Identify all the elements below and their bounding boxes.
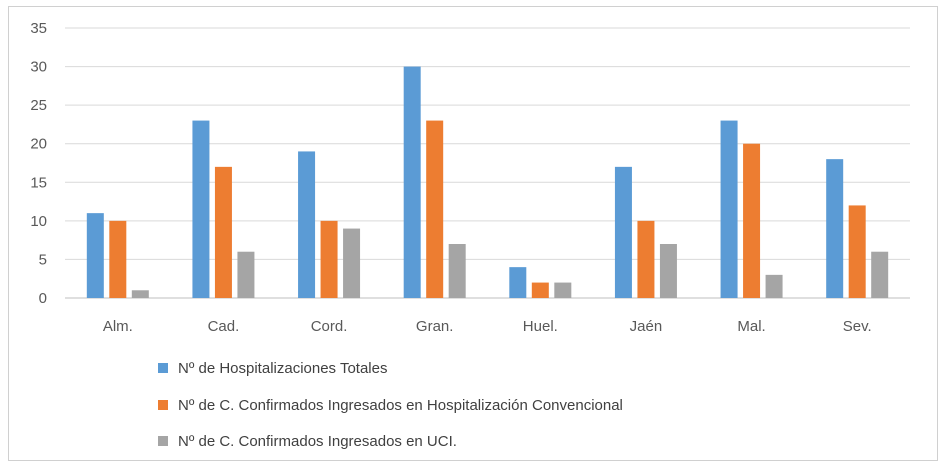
bar-gran-series-3 — [448, 244, 466, 298]
bar-alm-series-3 — [131, 290, 149, 298]
bar-cord-series-2 — [320, 220, 338, 298]
legend-label: Nº de C. Confirmados Ingresados en UCI. — [178, 433, 457, 450]
x-tick-label: Alm. — [103, 318, 133, 335]
bar-sev-series-3 — [871, 251, 889, 298]
x-tick-label: Huel. — [523, 318, 558, 335]
y-tick-label: 30 — [30, 59, 47, 76]
bar-jan-series-3 — [659, 244, 677, 298]
legend-item: Nº de C. Confirmados Ingresados en Hospi… — [158, 397, 623, 414]
x-tick-label: Sev. — [843, 318, 872, 335]
legend-swatch — [158, 363, 168, 373]
legend-item: Nº de C. Confirmados Ingresados en UCI. — [158, 433, 457, 450]
x-tick-label: Jaén — [630, 318, 663, 335]
x-tick-label: Cord. — [311, 318, 348, 335]
y-tick-label: 10 — [30, 213, 47, 230]
bar-huel-series-1 — [509, 267, 527, 298]
y-tick-label: 15 — [30, 174, 47, 191]
bar-mal-series-1 — [720, 120, 738, 298]
bars — [86, 66, 889, 298]
x-tick-label: Cad. — [208, 318, 240, 335]
legend-swatch — [158, 400, 168, 410]
legend: Nº de Hospitalizaciones Totales Nº de C. … — [158, 360, 623, 450]
bar-cord-series-3 — [343, 228, 361, 298]
y-tick-label: 35 — [30, 20, 47, 37]
bar-mal-series-2 — [743, 143, 761, 298]
bar-jan-series-1 — [614, 166, 632, 298]
bar-cord-series-1 — [298, 151, 316, 298]
bar-gran-series-1 — [403, 66, 421, 298]
bar-huel-series-2 — [531, 282, 549, 298]
bar-mal-series-3 — [765, 274, 783, 298]
bar-gran-series-2 — [426, 120, 444, 298]
legend-label: Nº de Hospitalizaciones Totales — [178, 360, 387, 377]
x-axis: Alm. Cad. Cord. Gran. Huel. Jaén Mal. Sev. — [103, 318, 872, 335]
bar-alm-series-1 — [86, 213, 104, 298]
legend-label: Nº de C. Confirmados Ingresados en Hospi… — [178, 397, 623, 414]
y-tick-label: 25 — [30, 97, 47, 114]
bar-cad-series-1 — [192, 120, 210, 298]
y-tick-label: 5 — [39, 251, 47, 268]
chart-frame — [8, 6, 938, 461]
bar-cad-series-3 — [237, 251, 255, 298]
bar-huel-series-3 — [554, 282, 572, 298]
bar-alm-series-2 — [109, 220, 127, 298]
y-tick-label: 0 — [39, 290, 47, 307]
x-tick-label: Mal. — [737, 318, 765, 335]
legend-swatch — [158, 436, 168, 446]
bar-jan-series-2 — [637, 220, 655, 298]
bar-cad-series-2 — [214, 166, 232, 298]
gridlines — [65, 27, 910, 299]
x-tick-label: Gran. — [416, 318, 454, 335]
legend-item: Nº de Hospitalizaciones Totales — [158, 360, 387, 377]
y-tick-label: 20 — [30, 136, 47, 153]
y-axis: 0 5 10 15 20 25 30 35 — [30, 20, 47, 307]
bar-sev-series-1 — [826, 159, 844, 298]
bar-sev-series-2 — [848, 205, 866, 298]
